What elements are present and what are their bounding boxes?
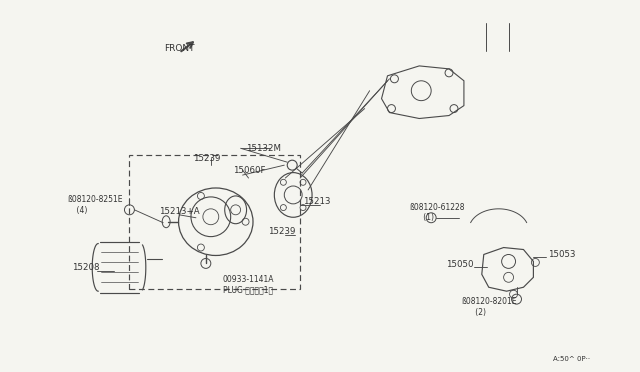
Text: 15132M: 15132M	[246, 144, 280, 153]
Text: ß08120-8201E
      (2): ß08120-8201E (2)	[461, 297, 516, 317]
Text: 15208: 15208	[72, 263, 99, 272]
Text: 15053: 15053	[548, 250, 576, 259]
Bar	[129, 155, 300, 289]
Text: 00933-1141A
PLUG プラグ（1）: 00933-1141A PLUG プラグ（1）	[223, 275, 274, 294]
Text: 15050: 15050	[446, 260, 474, 269]
Text: 15213: 15213	[303, 198, 331, 206]
Text: 15213+A: 15213+A	[159, 207, 200, 216]
Text: 15239: 15239	[193, 154, 220, 163]
Text: FRONT: FRONT	[164, 44, 195, 52]
Text: A:50^ 0P··: A:50^ 0P··	[553, 356, 590, 362]
Text: ß08120-61228
      (1): ß08120-61228 (1)	[410, 203, 465, 222]
Text: 15060F: 15060F	[233, 166, 265, 174]
Text: ß08120-8251E
    (4): ß08120-8251E (4)	[67, 195, 122, 215]
Text: 15239: 15239	[268, 227, 296, 236]
